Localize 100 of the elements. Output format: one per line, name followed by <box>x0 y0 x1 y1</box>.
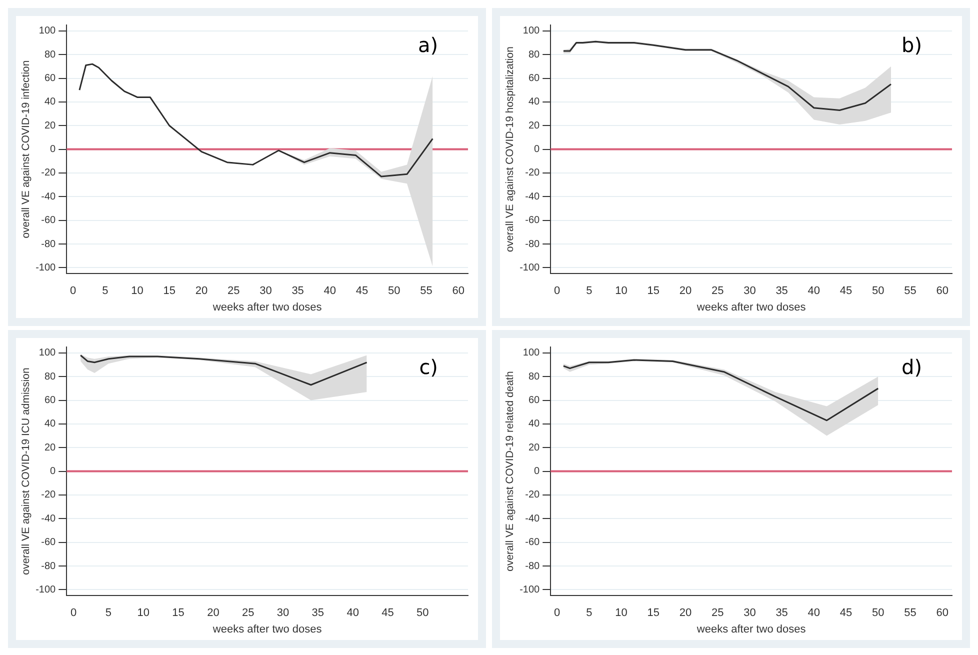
x-tick-label: 5 <box>586 285 592 298</box>
y-tick-label: 20 <box>528 120 540 132</box>
x-tick-label: 35 <box>776 285 788 298</box>
x-tick-label: 40 <box>808 285 820 298</box>
y-axis-title: overall VE against COVID-19 ICU admission <box>20 368 32 575</box>
y-tick-label: 100 <box>38 26 56 37</box>
x-tick-label: 5 <box>102 285 108 298</box>
x-tick-label: 50 <box>872 607 884 620</box>
y-tick-label: -20 <box>525 168 540 179</box>
y-tick-label: -40 <box>525 191 540 202</box>
y-tick-label: -80 <box>525 238 540 250</box>
annotation: b) <box>902 33 922 58</box>
y-tick-label: -80 <box>525 560 540 572</box>
x-tick-label: 25 <box>711 607 724 620</box>
x-axis-title: weeks after two doses <box>696 623 806 636</box>
y-tick-label: -60 <box>41 537 56 548</box>
y-tick-label: -20 <box>525 490 540 501</box>
x-tick-label: 10 <box>615 285 628 298</box>
x-tick-label: 25 <box>711 285 724 298</box>
y-tick-label: 100 <box>522 26 540 37</box>
x-tick-label: 30 <box>260 285 272 298</box>
y-tick-label: 60 <box>528 73 540 84</box>
y-axis-title: overall VE against COVID-19 infection <box>20 60 32 238</box>
annotation: d) <box>902 355 922 380</box>
y-axis-title: overall VE against COVID-19 related death <box>504 371 516 572</box>
y-tick-label: 0 <box>534 144 540 156</box>
y-tick-label: -100 <box>520 584 540 596</box>
y-tick-label: -60 <box>525 215 540 226</box>
x-tick-label: 55 <box>904 285 916 298</box>
x-tick-label: 10 <box>137 607 150 620</box>
x-tick-label: 45 <box>382 607 394 620</box>
y-tick-label: -40 <box>41 191 56 202</box>
y-tick-label: -20 <box>41 490 56 501</box>
x-tick-label: 10 <box>615 607 628 620</box>
y-tick-label: 0 <box>50 466 56 478</box>
y-tick-label: 80 <box>528 49 540 60</box>
x-tick-label: 15 <box>163 285 176 298</box>
annotation: c) <box>419 355 438 380</box>
x-tick-label: 15 <box>647 607 660 620</box>
y-tick-label: 60 <box>44 395 56 406</box>
x-tick-label: 45 <box>840 607 852 620</box>
y-tick-label: 80 <box>44 49 56 60</box>
x-tick-label: 50 <box>416 607 429 620</box>
x-tick-label: 25 <box>227 285 240 298</box>
y-tick-label: -40 <box>525 513 540 524</box>
x-tick-label: 45 <box>356 285 368 298</box>
x-tick-label: 20 <box>195 285 208 298</box>
x-tick-label: 15 <box>172 607 184 620</box>
x-tick-label: 60 <box>936 285 948 298</box>
y-tick-label: -60 <box>41 215 56 226</box>
x-tick-label: 40 <box>324 285 336 298</box>
x-tick-label: 55 <box>420 285 432 298</box>
x-tick-label: 40 <box>808 607 820 620</box>
y-tick-label: 40 <box>528 96 540 108</box>
x-tick-label: 60 <box>936 607 948 620</box>
x-tick-label: 30 <box>744 607 756 620</box>
y-tick-label: 0 <box>534 466 540 478</box>
x-tick-label: 50 <box>388 285 400 298</box>
y-tick-label: 20 <box>44 120 56 132</box>
y-tick-label: -60 <box>525 537 540 548</box>
x-tick-label: 40 <box>346 607 359 620</box>
x-tick-label: 20 <box>207 607 220 620</box>
y-tick-label: 80 <box>528 371 540 382</box>
y-tick-label: 40 <box>44 418 56 430</box>
x-tick-label: 10 <box>131 285 144 298</box>
x-tick-label: 0 <box>554 607 560 620</box>
x-axis-title: weeks after two doses <box>696 301 806 314</box>
y-tick-label: -40 <box>41 513 56 524</box>
x-tick-label: 0 <box>70 285 76 298</box>
x-tick-label: 25 <box>242 607 254 620</box>
x-tick-label: 50 <box>872 285 884 298</box>
y-tick-label: 100 <box>522 348 540 359</box>
y-tick-label: 80 <box>44 371 56 382</box>
x-tick-label: 30 <box>276 607 290 620</box>
x-tick-label: 35 <box>312 607 324 620</box>
x-axis-title: weeks after two doses <box>212 301 322 314</box>
x-tick-label: 45 <box>840 285 852 298</box>
y-tick-label: 100 <box>38 348 56 359</box>
y-tick-label: 60 <box>44 73 56 84</box>
x-tick-label: 30 <box>744 285 756 298</box>
y-tick-label: -100 <box>36 262 56 274</box>
y-tick-label: 40 <box>44 96 56 108</box>
x-tick-label: 35 <box>292 285 304 298</box>
y-axis-title: overall VE against COVID-19 hospitalization <box>504 46 516 252</box>
y-tick-label: -100 <box>520 262 540 274</box>
x-tick-label: 0 <box>554 285 560 298</box>
y-tick-label: -80 <box>41 560 56 572</box>
x-axis-title: weeks after two doses <box>212 623 322 636</box>
x-tick-label: 35 <box>776 607 788 620</box>
x-tick-label: 55 <box>904 607 916 620</box>
y-tick-label: 20 <box>528 442 540 454</box>
x-tick-label: 5 <box>586 607 592 620</box>
x-tick-label: 15 <box>647 285 660 298</box>
y-tick-label: 40 <box>528 418 540 430</box>
y-tick-label: 60 <box>528 395 540 406</box>
y-tick-label: -20 <box>41 168 56 179</box>
x-tick-label: 0 <box>70 607 77 620</box>
x-tick-label: 20 <box>679 285 692 298</box>
y-tick-label: 20 <box>44 442 56 454</box>
annotation: a) <box>418 33 438 58</box>
